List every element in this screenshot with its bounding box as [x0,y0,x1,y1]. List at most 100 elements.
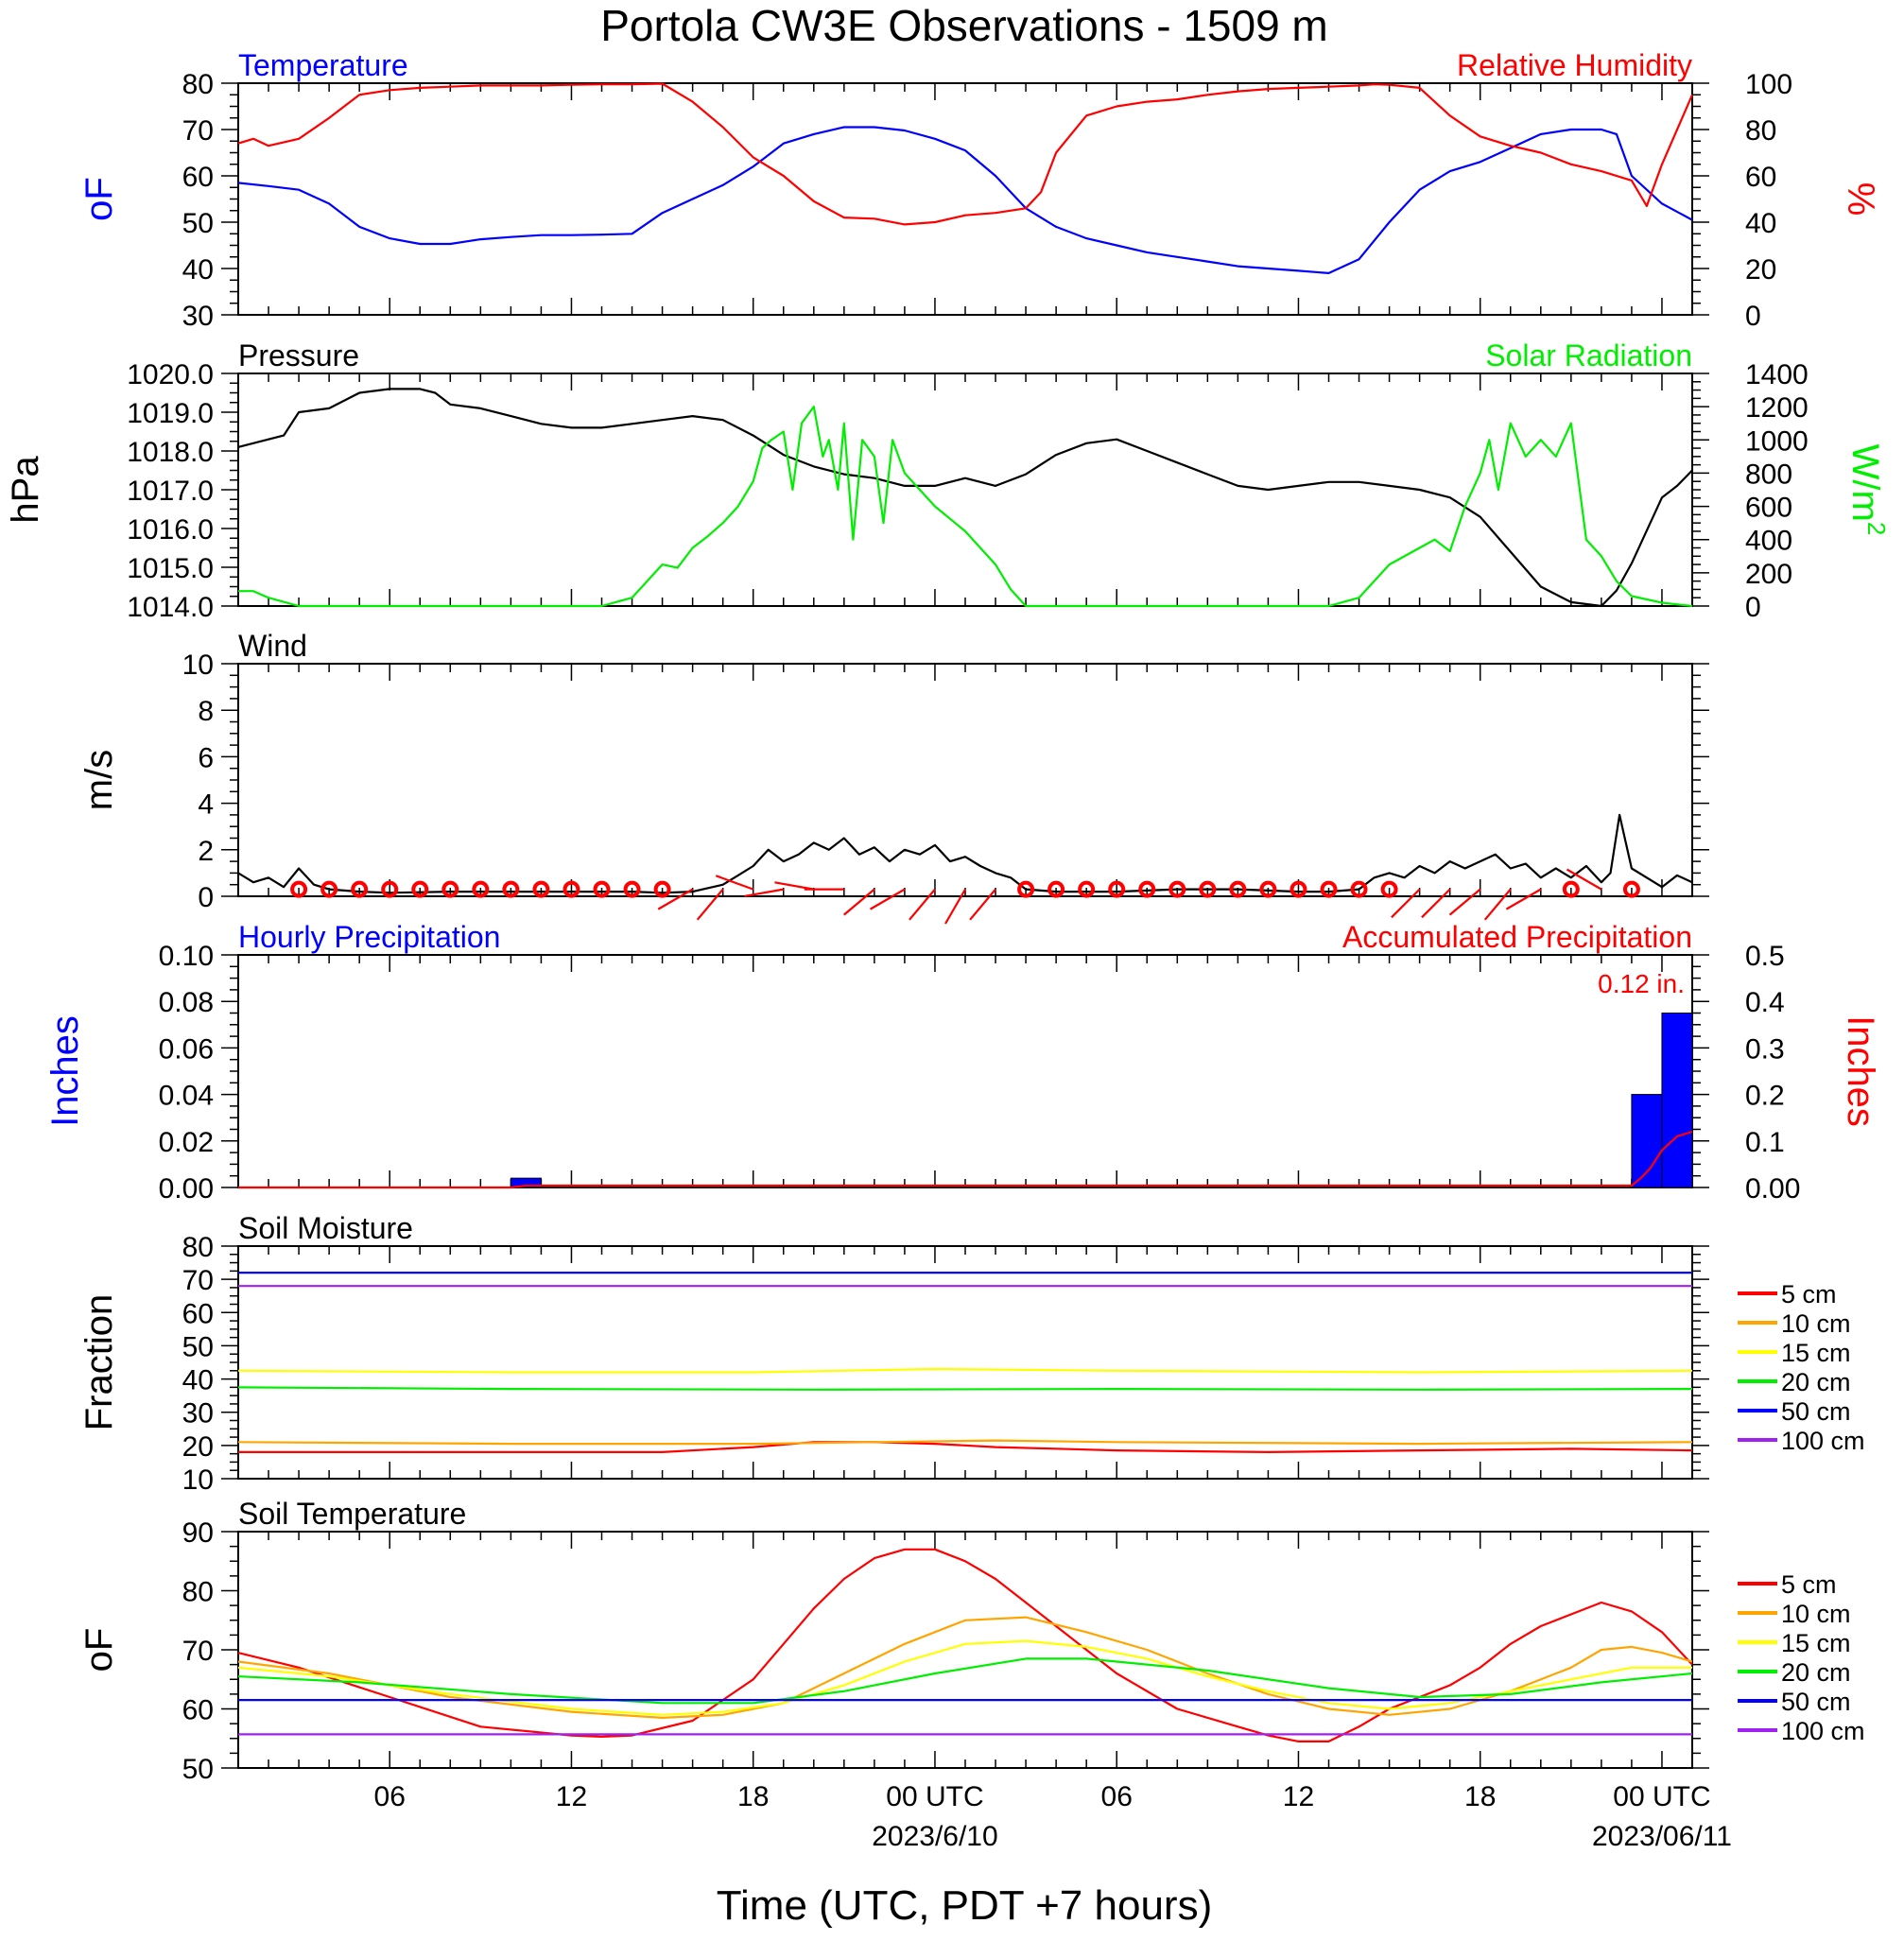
y-tick-label-left: 90 [182,1517,214,1549]
legend-label: 5 cm [1781,1570,1837,1599]
y-tick-label-right: 1000 [1745,425,1809,457]
wind-calm-marker [653,880,671,898]
wind-calm-marker [623,880,641,898]
series-line-20cm [237,1657,1693,1705]
wind-calm-marker [381,880,399,898]
wind-calm-marker [1138,880,1156,898]
panel-title-right: Solar Radiation [1485,338,1692,373]
wind-barb [1448,888,1481,916]
wind-calm-marker [1320,880,1338,898]
wind-calm-marker [441,880,459,898]
y-tick-label-left: 1019.0 [127,398,214,429]
y-tick-label-left: 70 [182,1636,214,1667]
wind-calm-marker [1229,880,1247,898]
wind-calm-marker [1290,880,1307,898]
x-tick-label: 00 UTC [1613,1781,1710,1812]
y-tick-label-right: 0.1 [1745,1127,1785,1158]
wind-barb [1421,888,1451,919]
y-tick-label-left: 60 [182,162,214,193]
series-line-1-right [238,406,1693,608]
panel-frame [237,1531,1693,1769]
series-line-2-left [237,813,1693,894]
y-tick-label-left: 70 [182,115,214,147]
y-tick-label-left: 6 [198,742,214,773]
x-tick-label: 06 [374,1781,406,1812]
y-tick-label-right: 0.5 [1745,941,1785,972]
wind-barb [1483,888,1512,921]
wind-calm-marker [1380,880,1398,898]
wind-calm-marker [1047,880,1065,898]
wind-barb [842,888,875,916]
y-tick-label-left: 0.00 [159,1173,214,1204]
panel-title-right: Accumulated Precipitation [1342,920,1692,954]
x-date-label: 2023/6/10 [872,1821,997,1852]
y-tick-label-left: 1016.0 [127,514,214,546]
y-tick-label-left: 1015.0 [127,553,214,584]
y-tick-label-right: 0.3 [1745,1033,1785,1065]
y-axis-title-left: Fraction [78,1294,120,1431]
wind-barb [909,888,936,921]
y-tick-label-left: 60 [182,1298,214,1329]
y-axis-title-right: % [1840,182,1881,217]
x-tick-label: 18 [737,1781,769,1812]
panel-title-left: Soil Temperature [238,1497,466,1531]
y-tick-label-left: 50 [182,1331,214,1362]
wind-calm-marker [532,880,550,898]
wind-calm-marker [1622,880,1640,898]
wind-barb [969,888,996,921]
y-tick-label-right: 600 [1745,493,1792,524]
wind-calm-marker [1168,880,1186,898]
y-tick-label-left: 0.08 [159,987,214,1018]
y-tick-label-left: 2 [198,836,214,867]
panel-frame [237,954,1693,1188]
panel-title-right: Relative Humidity [1457,48,1692,82]
y-tick-label-right: 20 [1745,254,1776,286]
y-tick-label-left: 80 [182,1577,214,1608]
y-tick-label-left: 50 [182,208,214,239]
wind-calm-marker [1108,880,1126,898]
legend-label: 50 cm [1781,1688,1851,1716]
y-tick-label-left: 1017.0 [127,476,214,507]
wind-calm-marker [320,880,338,898]
y-tick-label-left: 4 [198,789,214,821]
wind-barb [715,875,754,891]
panel-frame [237,373,1693,607]
y-tick-label-left: 40 [182,254,214,286]
y-tick-label-right: 400 [1745,526,1792,557]
time-axis-title: Time (UTC, PDT +7 hours) [717,1882,1212,1929]
y-tick-label-right: 800 [1745,459,1792,490]
y-axis-title-superscript: 2 [1862,522,1891,535]
wind-barb [869,888,906,910]
y-tick-label-right: 80 [1745,115,1776,147]
legend-label: 100 cm [1781,1717,1865,1745]
y-tick-label-left: 70 [182,1265,214,1296]
wind-calm-marker [502,880,520,898]
wind-barb [944,889,966,925]
wind-barb [1505,888,1542,910]
wind-barb [657,888,694,910]
y-tick-label-right: 40 [1745,208,1776,239]
y-tick-label-left: 30 [182,1398,214,1430]
wind-barb [696,888,724,921]
chart-main-title: Portola CW3E Observations - 1509 m [600,1,1328,50]
wind-barb [1391,888,1421,919]
y-tick-label-right: 0.4 [1745,987,1785,1018]
wind-barb [1566,868,1602,891]
wind-calm-marker [593,880,611,898]
legend-label: 15 cm [1781,1339,1851,1367]
precip-bar [1661,1013,1693,1188]
wind-calm-marker [290,880,308,898]
y-tick-label-right: 1200 [1745,392,1809,424]
wind-calm-marker [1078,880,1096,898]
legend-label: 100 cm [1781,1427,1865,1455]
y-tick-label-left: 0.04 [159,1081,214,1112]
y-axis-title-left: oF [78,1628,120,1672]
panel-frame [237,663,1693,897]
series-line-1-left [237,388,1693,608]
series-line-10cm [237,1439,1693,1446]
series-line-15cm [237,1639,1692,1716]
y-tick-label-left: 10 [182,1464,214,1496]
